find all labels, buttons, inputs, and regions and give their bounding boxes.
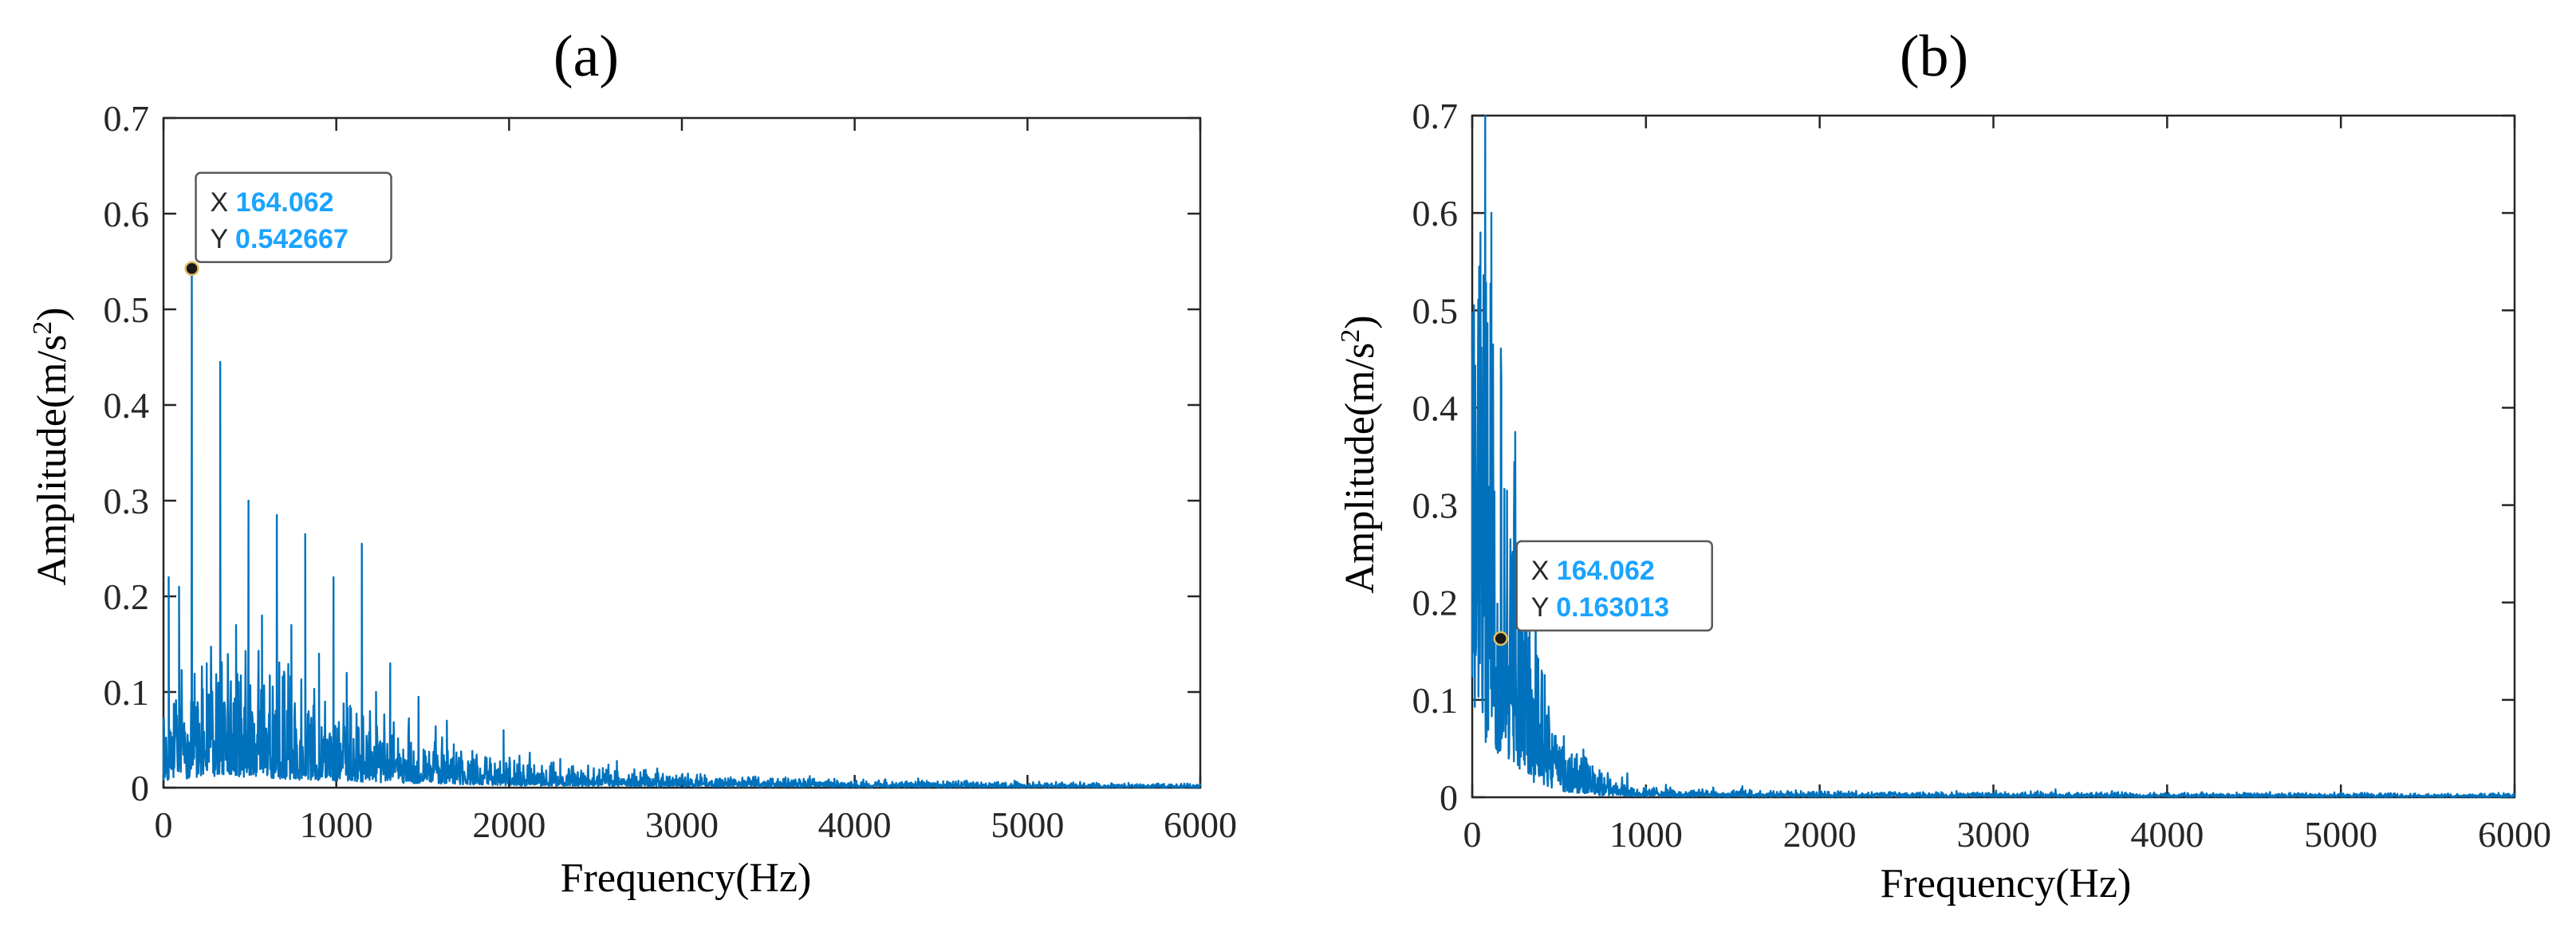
datatip-x-row: X 164.062: [1531, 556, 1655, 586]
datatip-x-label: X: [211, 187, 236, 218]
y-tick-label: 0.4: [104, 385, 150, 426]
y-axis-label-a: Amplitude(m/s2): [28, 307, 76, 585]
x-axis-label-a: Frequency(Hz): [561, 855, 812, 901]
y-tick-label: 0.6: [104, 194, 150, 234]
y-tick-label: 0.6: [1412, 193, 1459, 234]
spectrum-line[interactable]: [1471, 114, 2516, 798]
y-tick-label: 0.2: [104, 576, 150, 617]
plot-area-a[interactable]: 0 1000 2000 3000 4000 5000 6000 0 0.1 0.2 0.3 0.4 0.…: [104, 98, 1238, 845]
x-tick-label: 1000: [300, 804, 373, 845]
datatip-y-label: Y: [1531, 592, 1557, 623]
x-tick-label: 0: [155, 804, 173, 845]
x-tick-label: 3000: [645, 804, 719, 845]
datatip-marker[interactable]: [1493, 631, 1508, 647]
x-tick-label: 2000: [472, 804, 546, 845]
datatip-y-label: Y: [211, 224, 236, 254]
x-axis-label-b: Frequency(Hz): [1881, 861, 2132, 906]
x-tick-label: 5000: [2304, 814, 2377, 855]
y-tick-label: 0.5: [1412, 290, 1459, 331]
x-tick-label: 6000: [2478, 814, 2551, 855]
x-tick-label: 4000: [818, 804, 892, 845]
datatip-x-label: X: [1531, 556, 1557, 586]
panel-a: (a) 0 1000 2000 3000 4000 5000 600000.10.20.30…: [28, 24, 1238, 901]
datatip-x-value: 164.062: [1557, 556, 1655, 586]
y-tick-label: 0.5: [104, 289, 150, 330]
panel-label-a: (a): [553, 24, 619, 89]
datatip-y-row: Y 0.163013: [1531, 592, 1669, 623]
y-tick-label: 0.4: [1412, 387, 1459, 428]
datatip-background: [195, 171, 392, 264]
x-tick-label: 1000: [1609, 814, 1683, 855]
panel-b: (b) 0 1000 2000 3000 4000 5000 600000.10.20.30…: [1336, 24, 2552, 906]
x-tick-label: 0: [1463, 814, 1482, 855]
y-tick-label: 0.3: [104, 481, 150, 521]
datatip-y-value: 0.542667: [235, 224, 349, 254]
y-tick-label: 0.7: [104, 98, 150, 139]
panel-label-b: (b): [1900, 24, 1968, 89]
y-tick-label: 0: [1440, 777, 1458, 818]
x-tick-label: 2000: [1783, 814, 1857, 855]
spectrum-line[interactable]: [162, 267, 1202, 788]
y-tick-label: 0.7: [1412, 96, 1459, 136]
y-tick-label: 0.2: [1412, 583, 1459, 623]
plot-area-b[interactable]: 0 1000 2000 3000 4000 5000 6000 0 0.1 0.2 0.3 0.4 0.…: [1412, 96, 2552, 855]
x-tick-label: 6000: [1164, 804, 1237, 845]
datatip-y-value: 0.163013: [1556, 592, 1669, 623]
x-tick-label: 3000: [1957, 814, 2030, 855]
datatip-background: [1515, 540, 1713, 632]
axes-frame: [1471, 114, 2516, 799]
datatip-marker[interactable]: [184, 261, 199, 277]
y-tick-label: 0.1: [104, 672, 150, 713]
x-tick-label: 5000: [991, 804, 1064, 845]
y-tick-label: 0.1: [1412, 680, 1459, 721]
datatip-x-value: 164.062: [236, 187, 334, 218]
x-tick-label: 4000: [2130, 814, 2204, 855]
datatip-y-row: Y 0.542667: [211, 224, 349, 254]
y-tick-label: 0.3: [1412, 486, 1459, 526]
y-axis-label-b: Amplitude(m/s2): [1336, 315, 1384, 593]
y-tick-label: 0: [131, 768, 149, 808]
datatip-x-row: X 164.062: [211, 187, 334, 218]
